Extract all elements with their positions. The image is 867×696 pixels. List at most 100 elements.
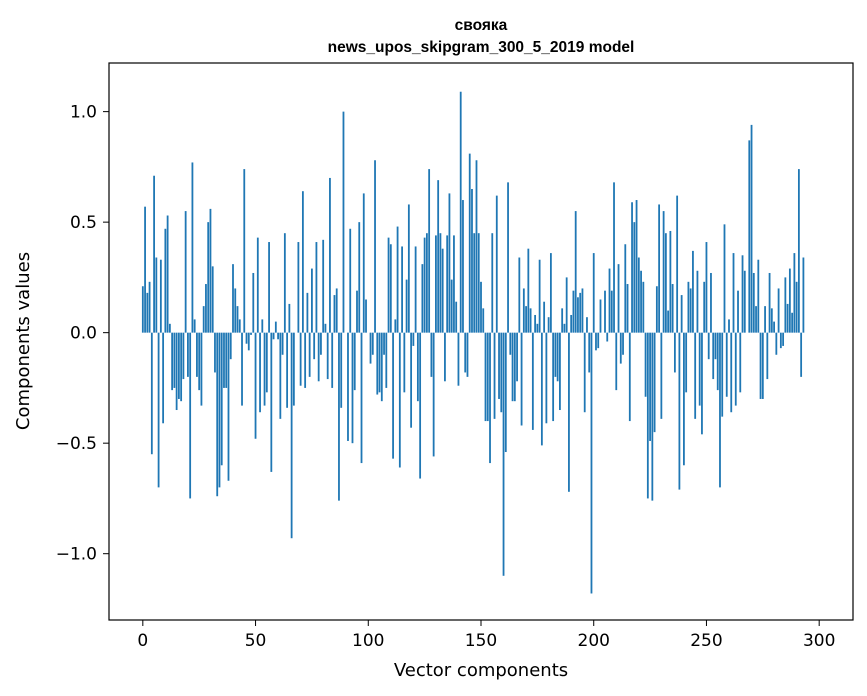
bar-54 [263, 332, 266, 406]
bar-51 [256, 237, 259, 333]
bar-64 [286, 332, 289, 408]
bar-82 [326, 332, 329, 380]
bar-279 [770, 308, 773, 333]
bar-262 [732, 253, 735, 333]
bar-121 [414, 246, 417, 333]
bar-165 [513, 332, 516, 402]
bar-58 [272, 332, 275, 340]
bar-162 [507, 182, 509, 333]
bar-215 [626, 284, 629, 333]
bar-22 [191, 162, 194, 333]
bar-42 [236, 306, 239, 333]
bar-19 [184, 211, 187, 333]
bar-211 [617, 264, 620, 333]
bar-7 [157, 332, 160, 488]
bar-123 [419, 332, 422, 479]
y-axis-label: Components values [13, 252, 34, 430]
bar-193 [577, 297, 579, 333]
bar-284 [782, 332, 785, 346]
bar-205 [604, 290, 606, 333]
bar-169 [522, 288, 525, 333]
bar-184 [556, 332, 559, 382]
y-tick-label: 0.0 [70, 324, 97, 344]
bar-146 [471, 188, 473, 333]
bar-223 [644, 332, 647, 397]
bar-270 [750, 124, 753, 333]
bar-111 [392, 332, 394, 459]
bar-67 [292, 332, 295, 406]
bar-32 [214, 332, 216, 373]
bar-36 [223, 332, 225, 388]
x-tick-label: 0 [137, 631, 148, 651]
bar-235 [671, 284, 674, 333]
bar-3 [148, 281, 151, 333]
plot-frame [108, 62, 854, 621]
bar-158 [498, 332, 500, 399]
bar-213 [622, 332, 624, 355]
x-axis: 0 50 100 150 200 250 300 [137, 620, 835, 651]
bar-244 [692, 250, 694, 333]
bar-137 [450, 279, 453, 333]
bar-27 [202, 306, 205, 333]
bar-78 [317, 332, 320, 382]
bar-238 [678, 332, 681, 490]
bar-129 [432, 332, 435, 457]
bar-16 [177, 332, 180, 399]
bar-155 [491, 233, 494, 333]
bar-288 [791, 312, 794, 333]
bar-141 [459, 91, 462, 333]
bar-1 [144, 206, 146, 333]
bar-4 [150, 332, 153, 455]
bar-105 [378, 332, 381, 393]
bar-49 [252, 272, 255, 333]
bar-221 [640, 270, 642, 333]
bar-245 [694, 332, 697, 419]
bar-18 [182, 332, 185, 380]
bar-102 [371, 332, 374, 355]
bar-56 [268, 242, 270, 333]
bar-117 [405, 279, 408, 333]
bar-104 [376, 332, 379, 395]
y-axis: −1.0 −0.5 0.0 0.5 1.0 [56, 103, 109, 565]
bar-258 [723, 224, 726, 333]
bar-200 [592, 253, 595, 333]
bar-207 [608, 268, 611, 333]
bar-14 [173, 332, 176, 388]
bar-280 [773, 321, 775, 333]
bar-241 [685, 332, 688, 393]
bar-199 [590, 332, 593, 594]
bar-83 [329, 177, 331, 333]
bar-87 [338, 332, 340, 501]
bar-89 [342, 111, 345, 333]
bar-41 [234, 288, 237, 333]
bar-95 [356, 290, 358, 333]
bar-34 [218, 332, 221, 488]
x-tick-label: 100 [352, 631, 384, 651]
bar-256 [719, 332, 721, 488]
bar-116 [403, 332, 406, 393]
bar-46 [245, 332, 248, 344]
bar-26 [200, 332, 203, 406]
chart-title-line2: news_upos_skipgram_300_5_2019 model [328, 39, 635, 56]
bar-40 [232, 264, 234, 333]
bar-151 [482, 308, 485, 333]
bar-101 [369, 332, 372, 364]
bar-183 [554, 332, 557, 377]
bar-138 [453, 235, 455, 333]
bar-120 [412, 332, 415, 346]
bar-122 [416, 332, 419, 402]
bar-178 [543, 301, 546, 333]
bar-60 [277, 332, 279, 340]
bar-255 [716, 332, 719, 391]
bar-161 [504, 332, 507, 453]
bar-214 [624, 244, 627, 333]
bar-208 [610, 290, 613, 333]
bar-115 [401, 246, 403, 333]
bar-233 [667, 310, 670, 333]
bar-230 [660, 332, 663, 419]
bar-232 [664, 233, 667, 333]
bar-198 [588, 332, 591, 373]
bar-149 [477, 233, 480, 333]
bar-43 [238, 319, 241, 333]
